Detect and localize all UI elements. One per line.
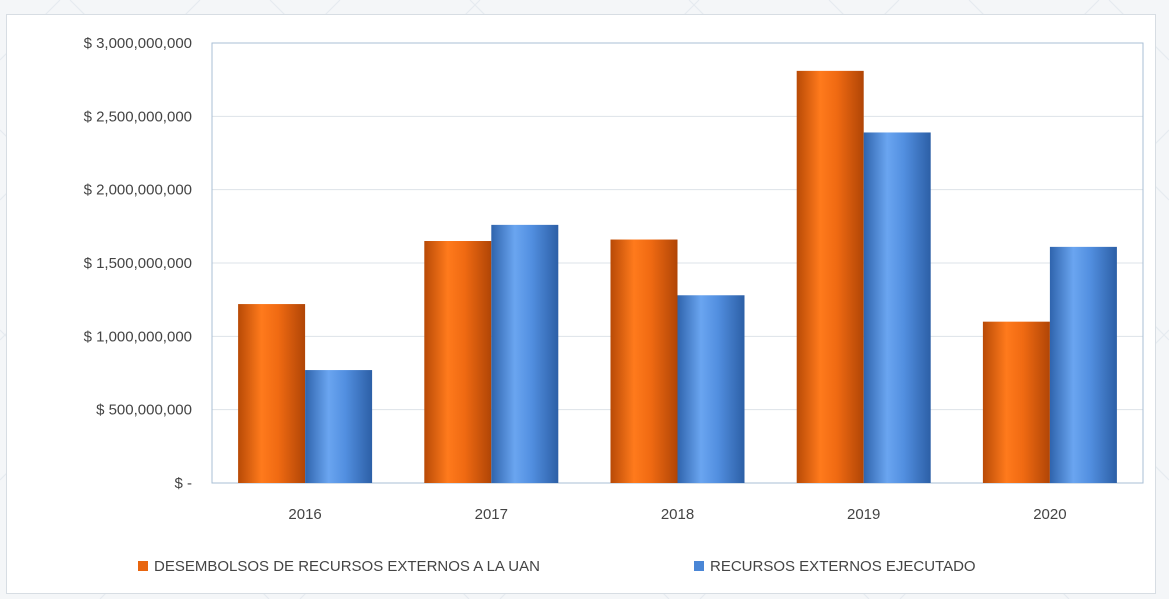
y-tick-label: $ 1,500,000,000 [84, 255, 192, 272]
bar-ejecutado-2020 [1049, 246, 1117, 483]
legend-label: RECURSOS EXTERNOS EJECUTADO [710, 558, 976, 575]
x-tick-label: 2017 [475, 506, 508, 523]
bar-desembolsos-2019 [796, 70, 864, 483]
bar-desembolsos-2016 [238, 304, 306, 483]
chart-frame [6, 14, 1156, 594]
x-tick-label: 2020 [1033, 506, 1066, 523]
legend-swatch [138, 561, 148, 571]
y-tick-label: $ 2,000,000,000 [84, 182, 192, 199]
y-tick-label: $ 500,000,000 [96, 402, 192, 419]
bar-ejecutado-2016 [305, 370, 373, 483]
y-tick-label: $ 3,000,000,000 [84, 35, 192, 52]
bar-ejecutado-2019 [863, 132, 931, 483]
x-tick-label: 2018 [661, 506, 694, 523]
x-tick-label: 2016 [288, 506, 321, 523]
legend-swatch [694, 561, 704, 571]
bar-desembolsos-2018 [610, 239, 678, 483]
bar-ejecutado-2017 [491, 224, 559, 483]
bar-desembolsos-2017 [424, 241, 492, 483]
y-tick-label: $ 2,500,000,000 [84, 108, 192, 125]
bar-ejecutado-2018 [677, 295, 745, 483]
y-tick-label: $ - [174, 475, 192, 492]
x-tick-label: 2019 [847, 506, 880, 523]
legend-label: DESEMBOLSOS DE RECURSOS EXTERNOS A LA UA… [154, 558, 540, 575]
bar-desembolsos-2020 [982, 321, 1050, 483]
y-tick-label: $ 1,000,000,000 [84, 328, 192, 345]
